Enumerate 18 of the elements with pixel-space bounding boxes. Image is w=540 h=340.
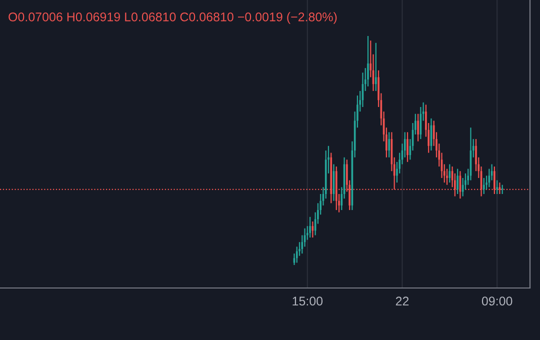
candlestick xyxy=(417,113,419,142)
candlestick xyxy=(488,168,490,188)
candlestick xyxy=(367,35,369,87)
text: O0.07006 H0.06919 L0.06810 C0.06810 −0.0019 (−2.80%) xyxy=(8,12,337,24)
candlestick xyxy=(501,184,504,195)
x-tick-label: 15:00 xyxy=(292,296,323,306)
candlestick xyxy=(374,42,377,92)
candlestick xyxy=(406,132,408,163)
candlestick xyxy=(456,168,458,195)
candlestick xyxy=(446,168,448,186)
candlestick xyxy=(496,180,498,195)
x-tick-label: 22 xyxy=(396,296,409,306)
candlestick xyxy=(309,216,311,238)
candlestick xyxy=(296,246,298,264)
candlestick xyxy=(448,164,451,184)
candlestick xyxy=(482,177,485,195)
candlestick xyxy=(388,132,390,158)
x-tick-label: 09:00 xyxy=(482,296,512,306)
